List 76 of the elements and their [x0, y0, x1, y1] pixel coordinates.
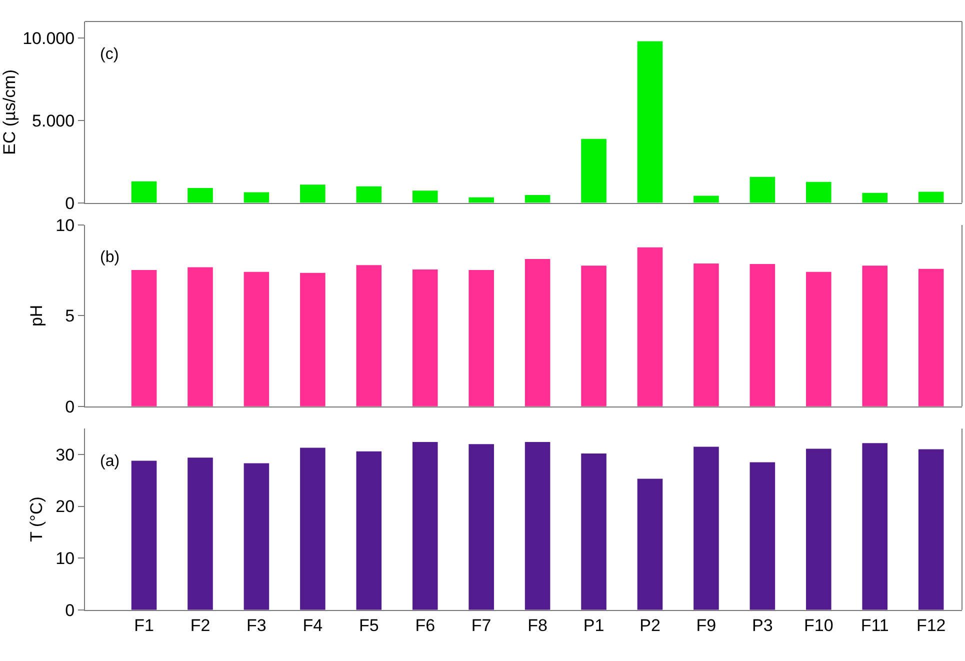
bar: [862, 192, 888, 203]
bar: [356, 186, 382, 203]
bar: [356, 451, 382, 610]
x-tick-label: F9: [696, 616, 716, 636]
bar: [637, 41, 663, 203]
bar: [244, 192, 270, 203]
bar: [694, 196, 719, 203]
x-tick-label: F7: [471, 616, 492, 636]
bar: [300, 184, 326, 203]
bar: [581, 453, 606, 610]
bar: [862, 443, 888, 610]
y-tick-label: 20: [56, 497, 75, 516]
bar: [468, 444, 494, 610]
x-tick-label: P3: [752, 616, 773, 636]
bar: [637, 247, 663, 406]
y-axis-title: pH: [27, 304, 46, 327]
bar: [131, 460, 157, 610]
bar: [581, 138, 606, 203]
bar: [694, 263, 719, 406]
bar: [524, 442, 550, 610]
bar: [244, 272, 270, 406]
x-tick-label: F8: [528, 616, 548, 636]
bar: [188, 267, 213, 406]
x-tick-label: F12: [916, 616, 946, 636]
bar: [188, 458, 213, 610]
bar: [244, 463, 270, 610]
annotation: (b): [100, 249, 120, 266]
bar: [131, 181, 157, 203]
y-tick-label: 0: [65, 600, 75, 620]
bar: [188, 188, 213, 203]
bar: [806, 272, 832, 406]
x-tick-label: F3: [246, 616, 266, 636]
bar: [581, 266, 606, 406]
bar: [918, 268, 944, 406]
bar: [637, 478, 663, 610]
y-tick-label: 10.000: [22, 28, 75, 48]
y-axis-title: T (°C): [27, 496, 46, 542]
bar: [806, 182, 832, 203]
x-tick-label: P1: [583, 616, 604, 636]
y-tick-label: 0: [65, 194, 75, 213]
bar: [750, 462, 776, 610]
x-tick-label: F2: [190, 616, 210, 636]
bar: [356, 265, 382, 406]
annotation: (a): [100, 453, 120, 470]
bar: [300, 272, 326, 406]
bar: [918, 449, 944, 610]
bar: [806, 448, 832, 610]
bar: [918, 192, 944, 203]
bar: [694, 446, 719, 610]
bar: [131, 270, 157, 406]
bar: [750, 264, 776, 406]
x-tick-label: P2: [640, 616, 660, 636]
bar: [300, 448, 326, 610]
y-tick-label: 30: [56, 445, 75, 464]
y-tick-label: 10: [56, 549, 75, 568]
annotation: (c): [100, 46, 119, 63]
x-tick-label: F10: [804, 616, 834, 636]
y-tick-label: 5.000: [32, 111, 75, 130]
y-tick-label: 0: [65, 397, 75, 416]
bar: [524, 258, 550, 406]
bar: [468, 197, 494, 203]
bar: [412, 190, 438, 203]
x-tick-label: F11: [860, 616, 889, 636]
x-tick-label: F1: [134, 616, 154, 636]
bar: [468, 270, 494, 406]
y-tick-label: 10: [56, 216, 75, 236]
x-tick-label: F4: [302, 616, 323, 636]
bar: [524, 195, 550, 203]
bar: [412, 442, 438, 610]
y-tick-label: 5: [65, 306, 75, 326]
y-axis-title: EC (µs/cm): [0, 70, 19, 155]
x-tick-label: F6: [415, 616, 436, 636]
x-tick-label: F5: [358, 616, 379, 636]
bar: [862, 266, 888, 406]
bar: [750, 176, 776, 203]
bar: [412, 269, 438, 406]
